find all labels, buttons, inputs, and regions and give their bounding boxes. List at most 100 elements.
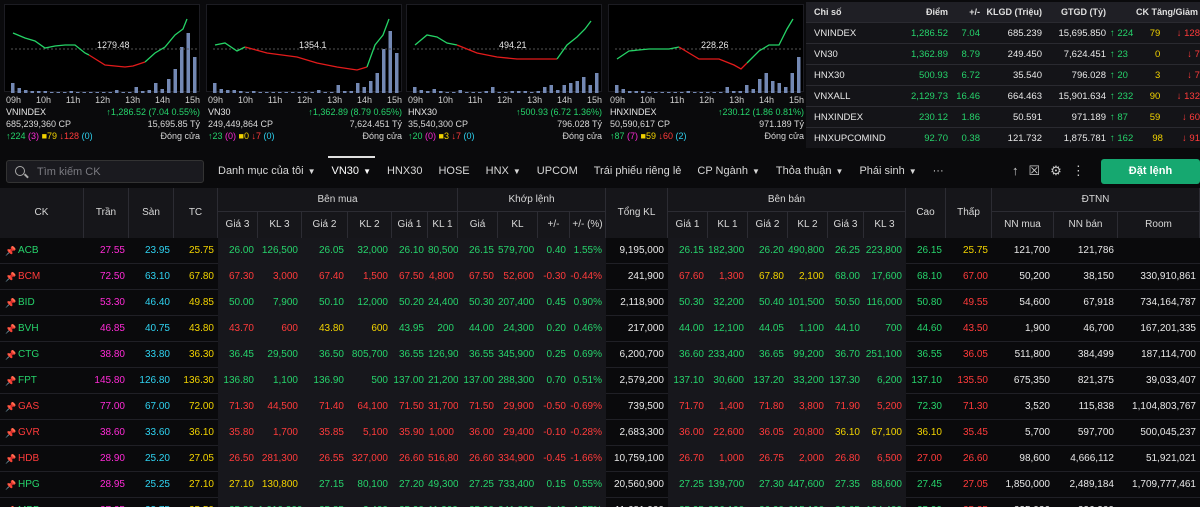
cell-ck[interactable]: BVH xyxy=(18,323,39,334)
cell-g2: 136.90 xyxy=(302,368,348,394)
stock-row[interactable]: 📌 BID 53.30 46.40 49.85 50.00 7,900 50.10 12,000… xyxy=(0,290,1200,316)
index-value: 15,695.85 Tỷ xyxy=(147,119,200,129)
pin-icon[interactable]: 📌 xyxy=(5,376,17,386)
cell-ck[interactable]: HDB xyxy=(18,453,40,464)
tab-5[interactable]: UPCOM xyxy=(537,156,578,186)
col-header-skl2[interactable]: KL 2 xyxy=(788,212,828,238)
cell-ck[interactable]: GAS xyxy=(18,401,40,412)
tab-3[interactable]: HOSE xyxy=(438,156,469,186)
col-header-kl1[interactable]: KL 1 xyxy=(428,212,458,238)
col-header-san[interactable]: Sàn xyxy=(129,188,174,238)
cell-nnm: 675,350 xyxy=(1013,375,1050,386)
pin-icon[interactable]: 📌 xyxy=(5,350,17,360)
col-header-mg[interactable]: Giá xyxy=(458,212,498,238)
pin-icon[interactable]: 📌 xyxy=(5,272,17,282)
col-header-room[interactable]: Room xyxy=(1118,212,1200,238)
col-header-s3[interactable]: Giá 3 xyxy=(828,212,864,238)
tab-2[interactable]: HNX30 xyxy=(387,156,422,186)
cell-ck[interactable]: BCM xyxy=(18,271,41,282)
index-row[interactable]: VNINDEX 1,286.52 7.04 685.239 15,695.850 ↑ 22… xyxy=(806,22,1200,43)
cell-tran: 77.00 xyxy=(99,401,125,412)
chart-vnindex[interactable]: 1279.48 09h 10h 11h 12h 13h 14h 15h VNINDEX ↑1,28… xyxy=(4,4,200,150)
pin-icon[interactable]: 📌 xyxy=(5,428,17,438)
index-row[interactable]: HNXUPCOMINDEX 92.70 0.38 121.732 1,875.781 ↑ … xyxy=(806,127,1200,148)
time-tick: 10h xyxy=(639,95,655,105)
cell-ck[interactable]: GVR xyxy=(18,427,40,438)
cell-tong: 6,200,700 xyxy=(619,349,665,360)
col-header-g3[interactable]: Giá 3 xyxy=(218,212,258,238)
col-header-mchg[interactable]: +/- xyxy=(538,212,570,238)
pin-icon[interactable]: 📌 xyxy=(5,324,17,334)
chart-vn30[interactable]: 1354.1 09h 10h 11h 12h 13h 14h 15h VN30 ↑1,362.89… xyxy=(206,4,402,150)
tab-4[interactable]: HNX ▼ xyxy=(486,156,521,186)
stock-row[interactable]: 📌 HPG 28.95 25.25 27.10 27.10 130,800 27.15 80,1… xyxy=(0,472,1200,498)
stock-row[interactable]: 📌 HDB 28.90 25.20 27.05 26.50 281,300 26.55 327,… xyxy=(0,446,1200,472)
pin-icon[interactable]: 📌 xyxy=(5,402,17,412)
index-row[interactable]: VNXALL 2,129.73 16.46 664.463 15,901.634 ↑ 23… xyxy=(806,85,1200,106)
tab-0[interactable]: Danh mục của tôi ▼ xyxy=(218,156,316,186)
pin-icon[interactable]: 📌 xyxy=(5,246,17,256)
col-header-s1[interactable]: Giá 1 xyxy=(668,212,708,238)
col-header-tong[interactable]: Tổng KL xyxy=(606,188,668,238)
col-header-mkl[interactable]: KL xyxy=(498,212,538,238)
cell-thap: 67.00 xyxy=(962,271,988,282)
settings-gear-icon[interactable]: ⚙ xyxy=(1050,163,1062,178)
col-header-thap[interactable]: Thấp xyxy=(946,188,992,238)
stock-row[interactable]: 📌 FPT 145.80 126.80 136.30 136.80 1,100 136.90 5… xyxy=(0,368,1200,394)
tab-9[interactable]: Phái sinh ▼ xyxy=(859,156,916,186)
col-header-cao[interactable]: Cao xyxy=(906,188,946,238)
col-header-g2[interactable]: Giá 2 xyxy=(302,212,348,238)
col-header-kl2[interactable]: KL 2 xyxy=(348,212,392,238)
pin-icon[interactable]: 📌 xyxy=(5,298,17,308)
cell-tran: 38.80 xyxy=(99,349,125,360)
cell-ck[interactable]: ACB xyxy=(18,245,39,256)
tab-6[interactable]: Trái phiếu riêng lẻ xyxy=(594,156,682,186)
more-vertical-icon[interactable]: ⋮ xyxy=(1071,163,1085,178)
col-header-tran[interactable]: Trần xyxy=(84,188,129,238)
stock-row[interactable]: 📌 GVR 38.60 33.60 36.10 35.80 1,700 35.85 5,100 3… xyxy=(0,420,1200,446)
cell-ck[interactable]: CTG xyxy=(18,349,40,360)
place-order-button[interactable]: Đặt lệnh xyxy=(1101,159,1200,184)
stock-row[interactable]: 📌 BVH 46.85 40.75 43.80 43.70 600 43.80 600 43.95… xyxy=(0,316,1200,342)
search-input[interactable]: Tìm kiếm CK xyxy=(6,160,204,183)
tab-8[interactable]: Thỏa thuận ▼ xyxy=(776,156,844,186)
sort-up-icon[interactable]: ↑ xyxy=(1012,163,1019,178)
reference-value: 1279.48 xyxy=(97,40,130,50)
excel-export-icon[interactable]: ☒ xyxy=(1028,163,1041,178)
cell-ck[interactable]: BID xyxy=(18,297,35,308)
stock-row[interactable]: 📌 ACB 27.55 23.95 25.75 26.00 126,500 26.05 32,0… xyxy=(0,238,1200,264)
col-header-skl3[interactable]: KL 3 xyxy=(864,212,906,238)
group-header-buy: Bên mua xyxy=(218,188,458,212)
cell-ck[interactable]: MBB xyxy=(14,498,84,507)
index-row[interactable]: HNXINDEX 230.12 1.86 50.591 971.189 ↑ 87 59 ↓ 6… xyxy=(806,106,1200,127)
chart-hnx30[interactable]: 494.21 09h 10h 11h 12h 13h 14h 15h HNX30 ↑500.93 … xyxy=(406,4,602,150)
time-tick: 12h xyxy=(297,95,313,105)
tab-10[interactable]: ··· xyxy=(933,156,944,186)
stock-row[interactable]: 📌 BCM 72.50 63.10 67.80 67.30 3,000 67.40 1,500 6… xyxy=(0,264,1200,290)
tab-7[interactable]: CP Ngành ▼ xyxy=(697,156,759,186)
col-header-ck[interactable]: CK xyxy=(0,188,84,238)
col-header-tc[interactable]: TC xyxy=(174,188,218,238)
cell-ck[interactable]: HPG xyxy=(18,479,40,490)
col-header-nnb[interactable]: NN bán xyxy=(1054,212,1118,238)
pin-icon[interactable]: 📌 xyxy=(5,454,17,464)
chart-hnxindex[interactable]: 228.26 09h 10h 11h 12h 13h 14h 15h HNXINDEX ↑230.… xyxy=(608,4,804,150)
col-header-g1[interactable]: Giá 1 xyxy=(392,212,428,238)
col-header-nnm[interactable]: NN mua xyxy=(992,212,1054,238)
stock-row[interactable]: 📌 GAS 77.00 67.00 72.00 71.30 44,500 71.40 64,10… xyxy=(0,394,1200,420)
time-tick: 14h xyxy=(557,95,573,105)
stock-row[interactable]: 📌 CTG 38.80 33.80 36.30 36.45 29,500 36.50 805,7… xyxy=(0,342,1200,368)
tab-1[interactable]: VN30 ▼ xyxy=(327,156,376,186)
col-header-skl1[interactable]: KL 1 xyxy=(708,212,748,238)
cell-skl3: 223,800 xyxy=(864,238,906,264)
col-header-kl3[interactable]: KL 3 xyxy=(258,212,302,238)
index-row[interactable]: VN30 1,362.89 8.79 249.450 7,624.451 ↑ 23 0 ↓ 7 xyxy=(806,43,1200,64)
cell-ck[interactable]: FPT xyxy=(18,375,37,386)
stock-row[interactable]: 📌MBB27.2523.7525.5025.801,010,30025.852,… xyxy=(0,498,1200,507)
col-header-s2[interactable]: Giá 2 xyxy=(748,212,788,238)
col-header-mpct[interactable]: +/- (%) xyxy=(570,212,606,238)
index-row[interactable]: HNX30 500.93 6.72 35.540 796.028 ↑ 20 3 ↓ 7 xyxy=(806,64,1200,85)
cell-kl1: 49,300 xyxy=(428,472,458,498)
pin-icon[interactable]: 📌 xyxy=(5,480,17,490)
index-points: 230.12 xyxy=(918,111,948,123)
